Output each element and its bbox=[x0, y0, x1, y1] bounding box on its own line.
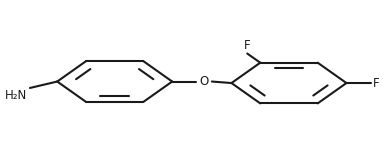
Text: F: F bbox=[372, 77, 379, 89]
Text: H₂N: H₂N bbox=[5, 89, 27, 103]
Text: F: F bbox=[244, 39, 250, 52]
Text: O: O bbox=[199, 75, 208, 88]
